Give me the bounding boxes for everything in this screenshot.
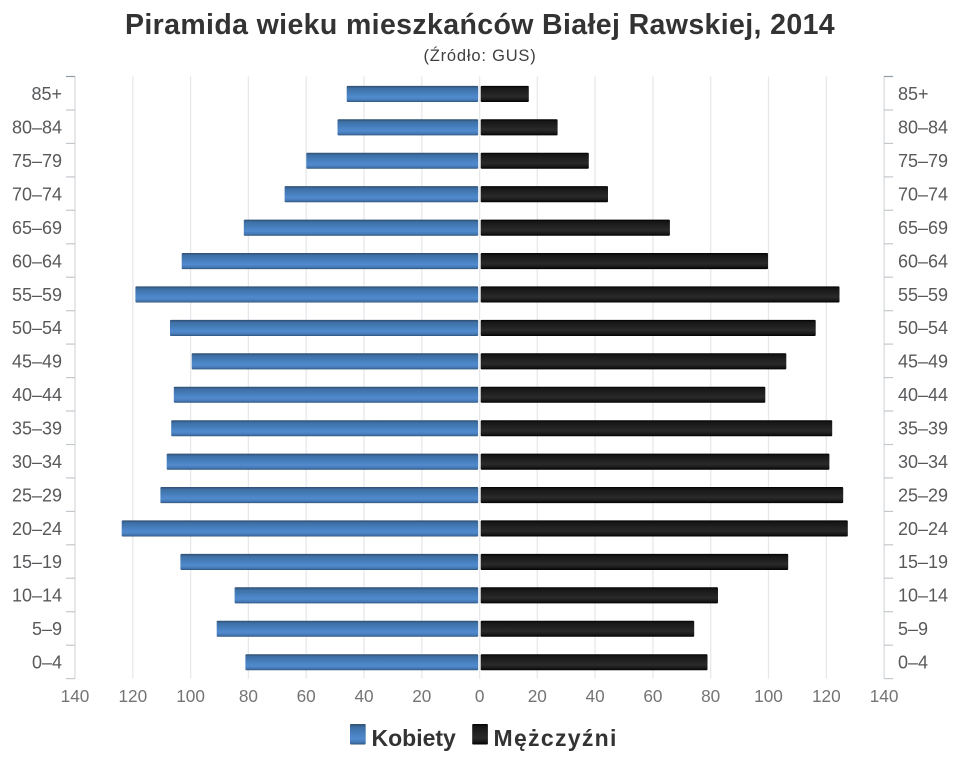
svg-text:65–69: 65–69 xyxy=(12,218,62,238)
svg-text:30–34: 30–34 xyxy=(12,452,62,472)
svg-text:0–4: 0–4 xyxy=(32,653,62,673)
svg-text:15–19: 15–19 xyxy=(898,552,948,572)
svg-text:100: 100 xyxy=(754,686,783,706)
svg-text:25–29: 25–29 xyxy=(12,485,62,505)
svg-text:0–4: 0–4 xyxy=(898,653,928,673)
svg-text:5–9: 5–9 xyxy=(898,619,928,639)
svg-text:Piramida wieku mieszkańców Bia: Piramida wieku mieszkańców Białej Rawski… xyxy=(125,9,835,41)
svg-text:55–59: 55–59 xyxy=(898,285,948,305)
svg-text:80: 80 xyxy=(701,686,720,706)
svg-text:65–69: 65–69 xyxy=(898,218,948,238)
svg-text:45–49: 45–49 xyxy=(12,352,62,372)
svg-text:20–24: 20–24 xyxy=(898,519,948,539)
svg-text:80: 80 xyxy=(239,686,258,706)
svg-text:40–44: 40–44 xyxy=(12,385,62,405)
svg-text:Mężczyźni: Mężczyźni xyxy=(494,725,618,751)
svg-text:120: 120 xyxy=(118,686,147,706)
svg-text:60: 60 xyxy=(297,686,316,706)
svg-text:5–9: 5–9 xyxy=(32,619,62,639)
svg-text:20–24: 20–24 xyxy=(12,519,62,539)
svg-text:10–14: 10–14 xyxy=(898,586,948,606)
svg-text:60: 60 xyxy=(643,686,662,706)
svg-text:50–54: 50–54 xyxy=(12,318,62,338)
svg-text:140: 140 xyxy=(870,686,899,706)
svg-text:30–34: 30–34 xyxy=(898,452,948,472)
svg-text:15–19: 15–19 xyxy=(12,552,62,572)
svg-text:10–14: 10–14 xyxy=(12,586,62,606)
svg-text:25–29: 25–29 xyxy=(898,485,948,505)
svg-text:35–39: 35–39 xyxy=(898,419,948,439)
svg-text:40: 40 xyxy=(586,686,605,706)
svg-text:85+: 85+ xyxy=(898,84,929,104)
svg-text:60–64: 60–64 xyxy=(898,251,948,271)
svg-text:40: 40 xyxy=(354,686,373,706)
svg-text:Kobiety: Kobiety xyxy=(372,725,457,751)
svg-text:60–64: 60–64 xyxy=(12,251,62,271)
svg-text:75–79: 75–79 xyxy=(12,151,62,171)
svg-text:120: 120 xyxy=(812,686,841,706)
svg-text:(Źródło: GUS): (Źródło: GUS) xyxy=(423,46,536,65)
svg-text:0: 0 xyxy=(475,686,485,706)
svg-text:20: 20 xyxy=(528,686,547,706)
svg-text:20: 20 xyxy=(412,686,431,706)
svg-text:35–39: 35–39 xyxy=(12,419,62,439)
svg-text:140: 140 xyxy=(61,686,90,706)
svg-text:50–54: 50–54 xyxy=(898,318,948,338)
svg-text:75–79: 75–79 xyxy=(898,151,948,171)
svg-text:70–74: 70–74 xyxy=(12,185,62,205)
svg-text:80–84: 80–84 xyxy=(12,118,62,138)
svg-text:70–74: 70–74 xyxy=(898,185,948,205)
svg-text:45–49: 45–49 xyxy=(898,352,948,372)
svg-text:80–84: 80–84 xyxy=(898,118,948,138)
svg-text:100: 100 xyxy=(176,686,205,706)
svg-text:85+: 85+ xyxy=(31,84,62,104)
svg-text:40–44: 40–44 xyxy=(898,385,948,405)
svg-text:55–59: 55–59 xyxy=(12,285,62,305)
